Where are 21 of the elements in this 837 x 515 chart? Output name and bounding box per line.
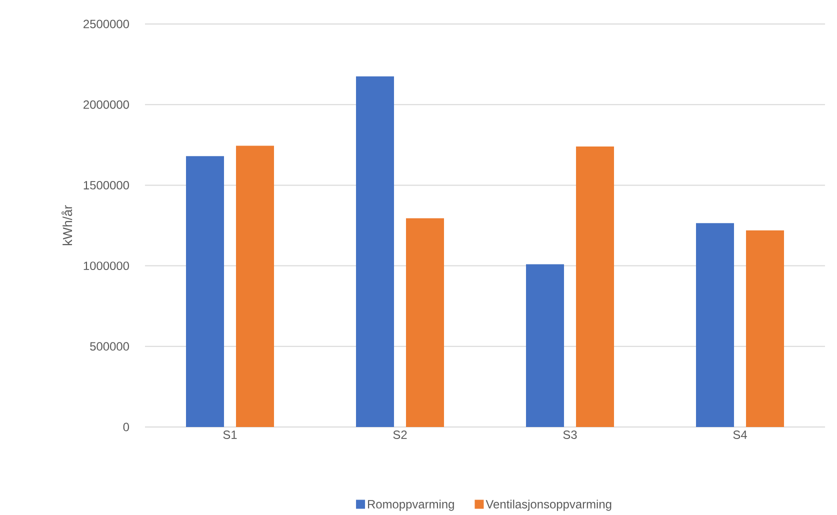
x-tick-label: S4 — [733, 430, 747, 439]
bar — [696, 223, 734, 427]
y-tick-label: 500000 — [90, 342, 130, 351]
x-tick-label: S1 — [223, 430, 237, 439]
bar — [356, 76, 394, 427]
y-tick-label: 1000000 — [84, 262, 130, 270]
bar — [746, 230, 784, 427]
x-tick-label: S3 — [563, 430, 577, 439]
y-axis-title: kWh/år — [62, 205, 72, 246]
bar — [576, 146, 614, 427]
y-tick-label: 2500000 — [84, 20, 130, 28]
y-tick-label: 2000000 — [84, 100, 130, 109]
bar — [186, 156, 224, 427]
bar — [526, 264, 564, 427]
y-tick-label: 0 — [123, 422, 130, 432]
bar — [406, 218, 444, 427]
legend-label: Ventilasjonsoppvarming — [486, 500, 612, 511]
x-tick-label: S2 — [393, 430, 407, 439]
legend-label: Romoppvarming — [368, 500, 454, 511]
bar — [236, 146, 274, 427]
y-tick-label: 1500000 — [84, 180, 130, 190]
